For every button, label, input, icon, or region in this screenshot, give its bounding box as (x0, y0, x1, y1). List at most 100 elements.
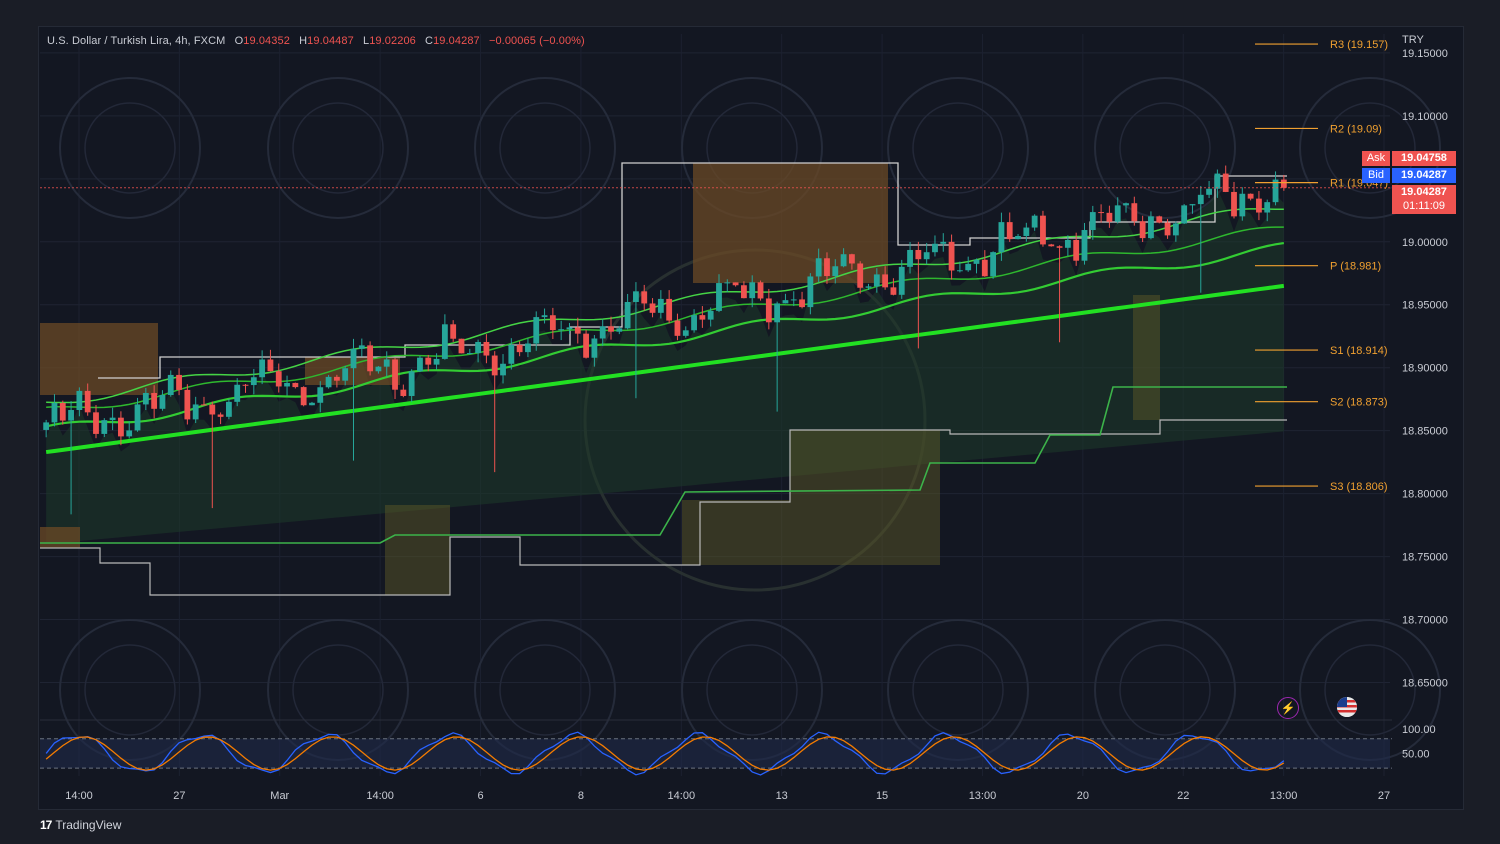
watermark-seal-inner (499, 644, 591, 736)
candle-body (1164, 222, 1171, 236)
candle-body (799, 299, 805, 308)
candle-body (998, 222, 1005, 253)
candle-body (848, 254, 855, 264)
candle-body (309, 402, 315, 406)
last-price-tag: 19.04287 (1392, 185, 1456, 200)
candle-body (749, 282, 756, 299)
ask-label: Ask (1362, 151, 1390, 166)
time-tick-label: 14:00 (366, 790, 394, 802)
candle-body (657, 298, 664, 313)
candle-body (275, 371, 282, 387)
candle-body (433, 358, 440, 365)
candle-body (1081, 230, 1088, 261)
currency-label[interactable]: TRY (1402, 34, 1424, 46)
time-tick-label: 13 (776, 790, 788, 802)
candle-body (591, 338, 598, 358)
candle-body (1073, 239, 1080, 261)
tradingview-brand[interactable]: 17 TradingView (40, 818, 121, 832)
watermark-seal-inner (292, 644, 384, 736)
candle-body (633, 291, 639, 303)
price-tick-label: 18.90000 (1402, 363, 1448, 375)
price-tick-label: 18.70000 (1402, 615, 1448, 627)
lightning-icon[interactable]: ⚡ (1277, 697, 1299, 719)
time-tick-label: 27 (1378, 790, 1390, 802)
candle-body (1056, 246, 1063, 248)
candle-body (765, 298, 772, 323)
candle-body (1106, 212, 1113, 222)
candle-body (1280, 179, 1287, 188)
candle-body (417, 357, 423, 372)
candle-body (948, 241, 955, 271)
watermark-seal-inner (1119, 102, 1211, 194)
candle-body (907, 249, 913, 267)
candle-body (1064, 239, 1071, 248)
candle-body (940, 241, 947, 244)
candle-body (1131, 203, 1138, 222)
candle-body (1172, 223, 1179, 236)
demand-zone (1133, 295, 1160, 420)
ema-line-4 (46, 208, 1284, 404)
us-flag-icon[interactable] (1337, 697, 1357, 717)
candle-body (500, 363, 506, 376)
candle-body (741, 285, 747, 299)
candle-body (824, 258, 830, 277)
candle-body (890, 287, 897, 295)
candle-body (616, 328, 623, 332)
candle-body (815, 258, 822, 277)
candle-body (574, 327, 581, 334)
price-tick-label: 18.85000 (1402, 426, 1448, 438)
candle-body (333, 376, 340, 381)
candle-body (1239, 193, 1246, 217)
supply-zone (693, 163, 888, 283)
brand-name: TradingView (55, 818, 122, 832)
legend-high-label: H (299, 35, 308, 47)
candle-body (558, 329, 565, 331)
time-tick-label: 27 (173, 790, 185, 802)
candle-body (732, 282, 739, 286)
price-tick-label: 18.80000 (1402, 489, 1448, 501)
candle-body (649, 303, 656, 313)
candle-body (242, 384, 249, 386)
candle-body (101, 420, 108, 434)
candle-body (43, 422, 50, 430)
legend-close: 19.04287 (433, 35, 480, 47)
candle-body (1214, 173, 1221, 189)
watermark-seal-inner (499, 102, 591, 194)
candle-body (1272, 179, 1279, 203)
candle-body (1222, 173, 1229, 192)
candle-body (84, 390, 91, 413)
candle-body (1023, 227, 1030, 236)
candle-body (483, 341, 490, 356)
candle-body (267, 359, 274, 372)
candle-body (142, 392, 149, 405)
candle-body (1189, 204, 1196, 206)
legend-open-label: O (234, 35, 244, 47)
candle-body (176, 374, 182, 390)
candle-body (990, 252, 997, 277)
candle-body (981, 259, 988, 277)
candle-body (1197, 194, 1204, 205)
candle-body (134, 404, 141, 431)
ema-line-2 (45, 242, 1285, 428)
demand-zone (790, 430, 940, 565)
candle-body (400, 389, 407, 396)
candle-body (898, 266, 905, 295)
candle-body (466, 353, 473, 355)
watermark-seal (1299, 77, 1441, 219)
candle-body (691, 315, 697, 331)
pivot-label-s1: S1 (18.914) (1330, 345, 1387, 357)
candle-body (1006, 222, 1013, 240)
candle-body (441, 324, 448, 359)
candle-body (184, 389, 191, 420)
supply-zone (40, 527, 80, 548)
demand-zone (682, 500, 790, 565)
candle-body (458, 338, 465, 354)
watermark-seal-inner (292, 102, 384, 194)
candle-body (300, 387, 307, 406)
candle-body (1089, 212, 1096, 231)
candle-body (76, 390, 83, 411)
symbol-legend: U.S. Dollar / Turkish Lira, 4h, FXCM O19… (47, 35, 585, 47)
candle-body (1048, 244, 1055, 247)
pivot-label-s2: S2 (18.873) (1330, 397, 1387, 409)
